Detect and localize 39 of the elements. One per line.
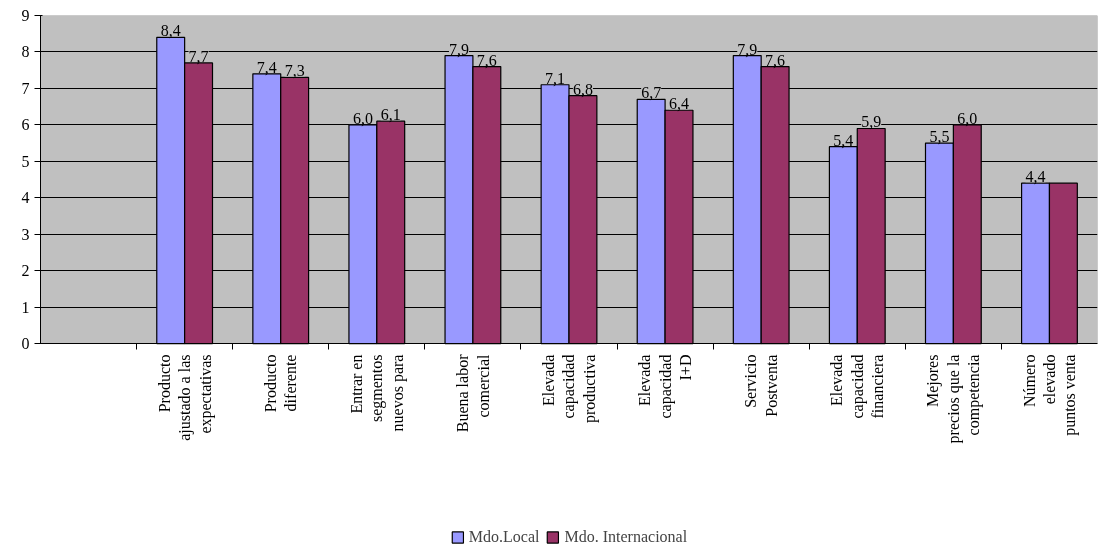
y-tick-label: 2 — [21, 262, 30, 280]
data-label: 5,9 — [861, 113, 882, 131]
data-label: 7,9 — [448, 40, 469, 58]
data-label: 7,7 — [188, 47, 209, 65]
data-label: 6,1 — [380, 106, 401, 124]
x-tick-label: Elevada capacidad financiera — [828, 354, 887, 419]
y-tick-label: 1 — [21, 298, 30, 316]
x-tick-label: Elevada capacidad I+D — [636, 354, 694, 419]
data-label: 7,9 — [737, 40, 758, 58]
data-label: 6,7 — [641, 84, 662, 102]
x-tick-label: Producto ajustado a las expectativas — [155, 354, 215, 441]
x-tick-label: Entrar en segmentos nuevos para — [347, 354, 407, 432]
data-label: 7,4 — [256, 58, 277, 76]
x-tick-label: Buena labor comercial — [454, 353, 492, 433]
data-label: 7,6 — [765, 51, 786, 69]
data-label: 6,0 — [957, 109, 978, 127]
y-tick-label: 7 — [21, 79, 30, 97]
data-label: 5,5 — [929, 128, 950, 146]
data-label: 7,1 — [545, 69, 566, 87]
data-label: 7,6 — [476, 51, 497, 69]
y-tick-label: 3 — [21, 225, 30, 243]
y-tick-label: 8 — [21, 43, 30, 61]
x-tick-label: Producto diferente — [262, 354, 300, 413]
data-label: 8,4 — [160, 22, 181, 40]
x-tick-label: Elevada capacidad productiva — [540, 354, 599, 423]
y-tick-label: 0 — [21, 335, 30, 353]
legend-label: Mdo. Internacional — [564, 528, 688, 546]
data-label: 6,4 — [669, 95, 690, 113]
y-tick-label: 4 — [21, 189, 30, 207]
x-tick-label: Servicio Postventa — [742, 354, 780, 417]
data-label: 6,0 — [352, 109, 373, 127]
data-label: 7,3 — [284, 62, 305, 80]
data-label: 4,4 — [1025, 168, 1046, 186]
data-label: 6,8 — [572, 80, 593, 98]
legend-label: Mdo.Local — [468, 528, 540, 546]
data-label: 5,4 — [833, 131, 854, 149]
y-tick-label: 9 — [21, 7, 30, 24]
y-tick-label: 6 — [21, 116, 30, 134]
y-tick-label: 5 — [21, 152, 30, 170]
